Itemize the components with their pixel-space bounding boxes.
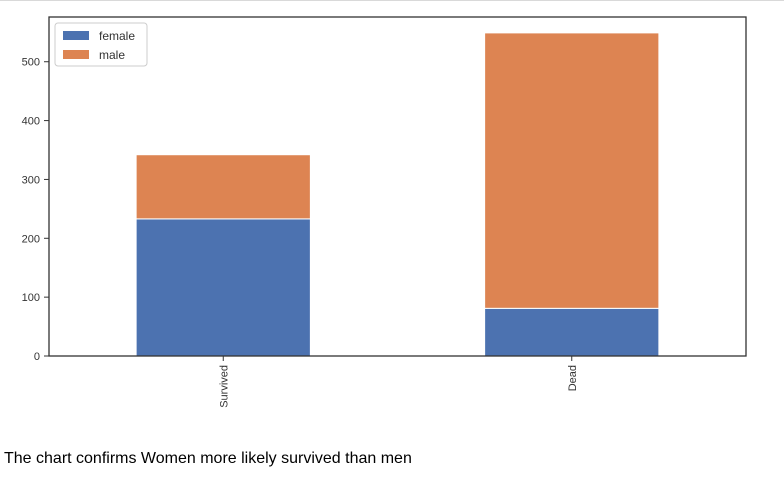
y-axis: 0 100 200 300 400 500 [22, 57, 49, 363]
y-tick-label: 500 [22, 57, 40, 69]
x-axis: Survived Dead [218, 356, 579, 408]
y-tick-label: 200 [22, 233, 40, 245]
x-tick-label-survived: Survived [218, 365, 230, 408]
stacked-bar-chart: 0 100 200 300 400 500 Survived Dead female male [22, 16, 747, 408]
legend-label-female: female [99, 29, 135, 43]
top-rule [0, 0, 784, 1]
y-tick-label: 100 [22, 292, 40, 304]
legend-swatch-female [63, 31, 89, 40]
y-tick-label: 0 [34, 351, 40, 363]
y-tick-label: 400 [22, 116, 40, 128]
legend-swatch-male [63, 50, 89, 59]
bars-layer [135, 32, 660, 357]
bar-female-dead [484, 307, 660, 357]
plot-frame [48, 16, 747, 357]
legend: female male [54, 22, 148, 67]
x-tick-label-dead: Dead [567, 365, 579, 391]
legend-label-male: male [99, 48, 125, 62]
bar-male-dead [484, 32, 660, 309]
y-tick-label: 300 [22, 174, 40, 186]
bar-male-survived [135, 154, 311, 220]
bar-female-survived [135, 218, 311, 357]
chart-caption: The chart confirms Women more likely sur… [4, 450, 412, 467]
